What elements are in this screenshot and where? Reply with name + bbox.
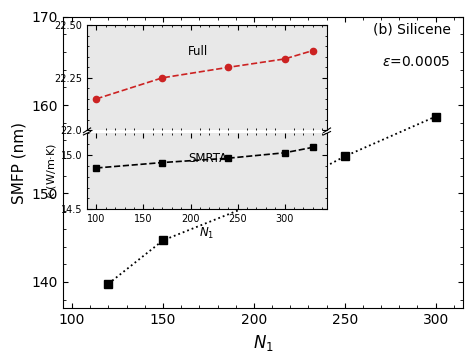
Y-axis label: SMFP (nm): SMFP (nm) [11,122,26,203]
Text: (b) Silicene: (b) Silicene [373,23,451,36]
X-axis label: $N_1$: $N_1$ [253,333,273,353]
Text: $\varepsilon$=0.0005: $\varepsilon$=0.0005 [383,55,451,68]
